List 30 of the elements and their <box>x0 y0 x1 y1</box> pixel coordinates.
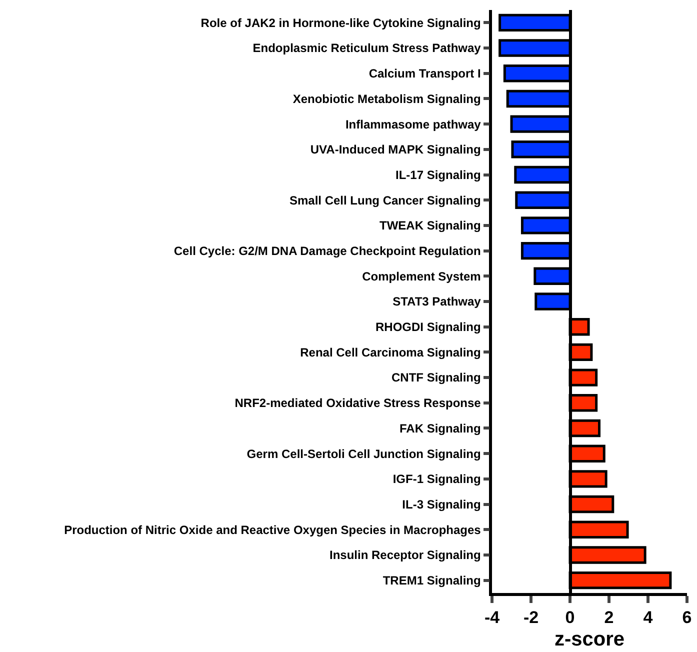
y-tick-label: NRF2-mediated Oxidative Stress Response <box>234 396 482 410</box>
y-tick-label: IGF-1 Signaling <box>392 472 481 486</box>
y-tick-label: Germ Cell-Sertoli Cell Junction Signaling <box>246 446 481 461</box>
y-tick-label: RHOGDI Signaling <box>376 320 481 334</box>
y-tick-label: Xenobiotic Metabolism Signaling <box>292 92 481 106</box>
y-tick-label: IL-3 Signaling <box>402 497 481 512</box>
y-tick-label: Role of JAK2 in Hormone-like Cytokine Signaling <box>200 16 481 30</box>
y-tick-label: FAK Signaling <box>400 421 481 436</box>
x-axis-title: z-score <box>554 628 625 651</box>
x-tick-label: -2 <box>523 608 539 628</box>
y-tick-label: IL-17 Signaling <box>396 168 481 182</box>
x-tick-label: 4 <box>643 608 654 628</box>
x-tick-label: 0 <box>565 608 575 628</box>
y-tick-label: Production of Nitric Oxide and Reactive Oxygen Species in Macrophages <box>64 522 482 537</box>
y-tick-label: Small Cell Lung Cancer Signaling <box>289 193 481 208</box>
y-tick-label: Insulin Receptor Signaling <box>329 548 481 562</box>
y-tick-label: CNTF Signaling <box>392 370 481 385</box>
y-tick-label: Calcium Transport I <box>368 66 481 81</box>
x-tick-label: -4 <box>484 608 500 628</box>
y-tick-label: STAT3 Pathway <box>392 294 482 309</box>
y-tick-label: UVA-Induced MAPK Signaling <box>310 142 481 157</box>
y-tick-label: Endoplasmic Reticulum Stress Pathway <box>252 41 482 56</box>
y-tick-label: Cell Cycle: G2/M DNA Damage Checkpoint Regulation <box>174 244 481 258</box>
y-tick-label: Complement System <box>362 269 481 284</box>
x-tick-label: 2 <box>604 608 614 628</box>
y-tick-label: TWEAK Signaling <box>380 218 481 233</box>
y-tick-label: Renal Cell Carcinoma Signaling <box>300 345 481 360</box>
y-tick-label: TREM1 Signaling <box>382 574 481 588</box>
y-tick-label: Inflammasome pathway <box>345 117 482 132</box>
x-tick-label: 6 <box>682 608 692 628</box>
